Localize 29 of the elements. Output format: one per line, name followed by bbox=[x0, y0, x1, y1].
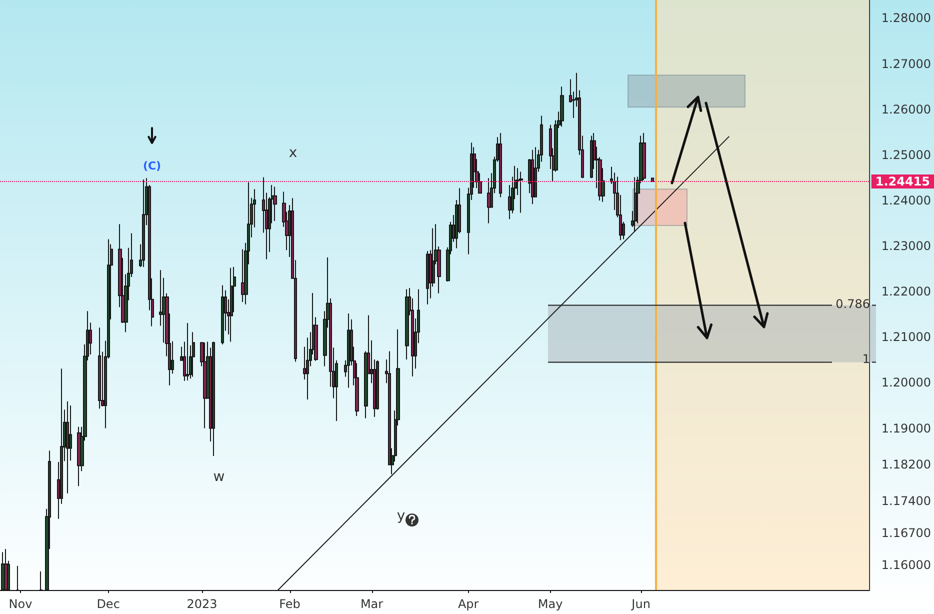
ref-line-label: 1.24415 bbox=[875, 174, 930, 189]
y-tick-label: 1.16000 bbox=[881, 558, 931, 572]
y-tick-label: 1.20000 bbox=[881, 376, 931, 390]
y-tick-label: 1.18200 bbox=[881, 458, 931, 472]
y-tick-label: 1.28000 bbox=[881, 11, 931, 26]
y-tick-label: 1.26000 bbox=[881, 102, 931, 116]
y-tick-label: 1.22000 bbox=[881, 284, 931, 299]
y-tick-label: 1.17400 bbox=[881, 494, 931, 508]
x-tick-label: Apr bbox=[458, 597, 479, 611]
x-tick-label: Feb bbox=[279, 597, 300, 611]
x-tick-label: May bbox=[538, 597, 563, 611]
x-tick-label: Jun bbox=[630, 597, 650, 611]
y-tick-label: 1.21000 bbox=[881, 330, 931, 344]
y-tick-label: 1.24000 bbox=[881, 193, 931, 208]
y-tick-label: 1.25000 bbox=[881, 148, 931, 162]
annotation: x bbox=[288, 145, 298, 161]
y-tick-label: 1.16700 bbox=[881, 526, 931, 540]
x-tick-label: Mar bbox=[360, 597, 384, 611]
y-tick-label: 1.27000 bbox=[881, 56, 931, 71]
x-tick-label: 2023 bbox=[186, 597, 218, 611]
x-tick-label: Nov bbox=[8, 597, 32, 611]
y-tick-label: 1.19000 bbox=[881, 421, 931, 436]
x-tick-label: Dec bbox=[96, 597, 120, 611]
annotation: (C) bbox=[142, 160, 162, 172]
annotation: 1 bbox=[862, 352, 870, 366]
annotation: y bbox=[396, 508, 406, 524]
y-tick-label: 1.23000 bbox=[881, 239, 931, 254]
annotation: 0.786 bbox=[836, 297, 870, 311]
annotation: w bbox=[213, 469, 225, 485]
